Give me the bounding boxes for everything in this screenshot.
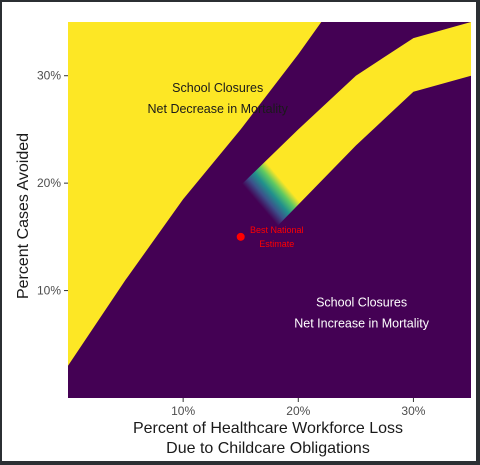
chart-frame: 10% 20% 30% 10% 20% 30% School Closures Net De… xyxy=(2,2,476,461)
region-labels: School Closures Net Decrease in Mortality… xyxy=(148,81,430,331)
y-tick-label: 30% xyxy=(37,69,61,83)
region-label-1-line-0: School Closures xyxy=(316,296,407,310)
estimate-label-line-1: Estimate xyxy=(259,239,294,249)
estimate-label-line-0: Best National xyxy=(250,225,304,235)
heatmap-surface xyxy=(68,22,471,398)
axis-ticks: 10% 20% 30% 10% 20% 30% xyxy=(37,69,426,418)
x-axis-title-line-1: Percent of Healthcare Workforce Loss xyxy=(133,420,403,437)
heatmap-transition-band xyxy=(68,22,471,398)
x-axis-title-line-2: Due to Childcare Obligations xyxy=(166,440,370,457)
heatmap-yellow-region xyxy=(68,22,322,366)
region-label-0-line-1: Net Decrease in Mortality xyxy=(148,102,289,116)
y-tick-label: 20% xyxy=(37,176,61,190)
x-tick-label: 10% xyxy=(171,404,195,418)
region-label-0-line-0: School Closures xyxy=(172,81,263,95)
x-tick-label: 20% xyxy=(286,404,310,418)
y-tick-label: 10% xyxy=(37,284,61,298)
y-axis-title: Percent Cases Avoided xyxy=(15,133,32,299)
region-label-1-line-1: Net Increase in Mortality xyxy=(294,317,430,331)
x-tick-label: 30% xyxy=(401,404,425,418)
chart-svg: 10% 20% 30% 10% 20% 30% School Closures Net De… xyxy=(15,22,471,457)
estimate-point xyxy=(236,232,245,241)
data-points: Best National Estimate xyxy=(236,225,304,249)
